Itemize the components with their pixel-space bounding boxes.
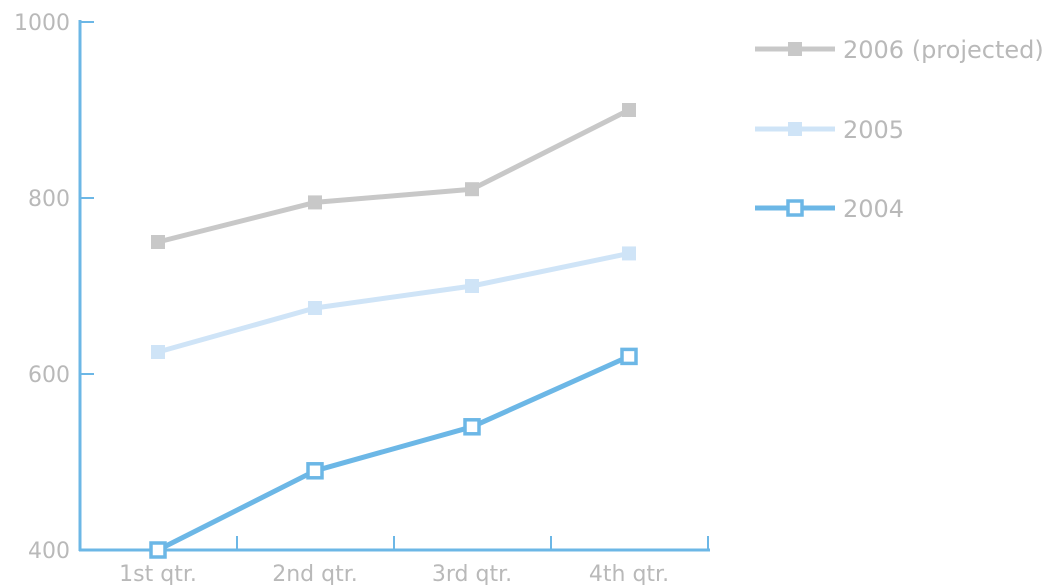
legend-swatch-marker — [786, 199, 804, 217]
data-point — [622, 103, 636, 117]
data-point — [622, 246, 636, 261]
y-tick-label: 800 — [28, 187, 70, 212]
data-point — [465, 279, 479, 293]
legend-item: 2004 — [755, 195, 904, 223]
x-tick-label: 4th qtr. — [589, 562, 669, 585]
data-point — [308, 195, 322, 210]
series-line — [157, 107, 631, 245]
legend-swatch-marker — [788, 42, 802, 56]
data-point — [149, 541, 167, 559]
chart-axes — [78, 20, 710, 552]
legend-swatch-marker — [788, 122, 802, 136]
y-tick-label: 600 — [28, 363, 70, 388]
chart-series — [149, 103, 638, 559]
y-tick-label: 1000 — [14, 11, 70, 36]
y-tick-label: 400 — [28, 539, 70, 564]
y-axis-tick-labels: 400 600 800 1000 — [14, 11, 70, 564]
series-line — [156, 354, 631, 553]
series-0 — [151, 103, 636, 249]
data-point — [465, 182, 479, 197]
data-point — [306, 462, 324, 480]
x-tick-label: 1st qtr. — [119, 562, 197, 585]
series-2 — [149, 347, 638, 559]
data-point — [620, 347, 638, 366]
legend-label: 2004 — [843, 195, 904, 223]
x-tick-label: 2nd qtr. — [272, 562, 358, 585]
x-axis-tick-labels: 1st qtr. 2nd qtr. 3rd qtr. 4th qtr. — [119, 562, 669, 585]
series-line — [157, 250, 630, 355]
legend-label: 2005 — [843, 116, 904, 144]
data-point — [151, 345, 165, 359]
legend-item: 2006 (projected) — [755, 36, 1044, 64]
data-point — [151, 235, 165, 249]
x-tick-label: 3rd qtr. — [432, 562, 512, 585]
data-point — [463, 418, 481, 436]
series-1 — [151, 246, 636, 359]
legend-label: 2006 (projected) — [843, 36, 1044, 64]
chart-legend: 2006 (projected) 2005 2004 — [755, 36, 1044, 223]
legend-item: 2005 — [755, 116, 904, 144]
data-point — [308, 301, 322, 315]
